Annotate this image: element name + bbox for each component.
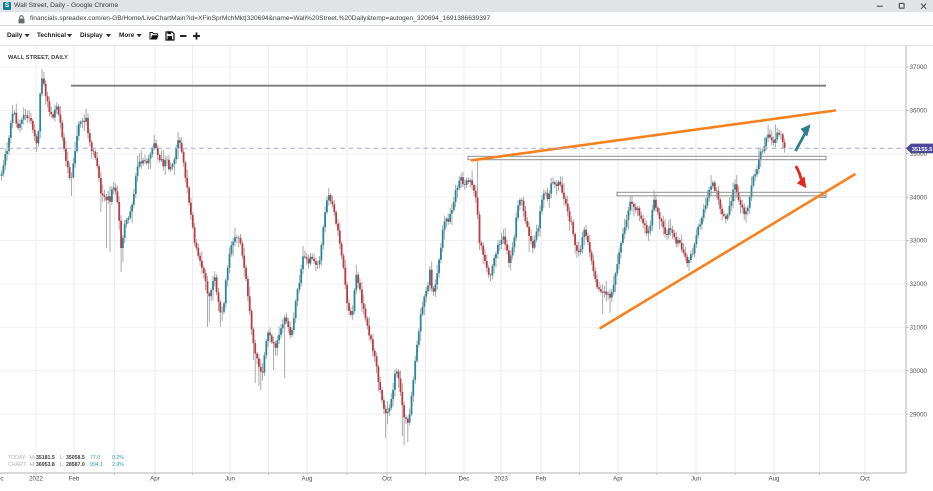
- svg-text:Aug: Aug: [301, 476, 313, 483]
- svg-text:WALL STREET, DAILY: WALL STREET, DAILY: [8, 55, 68, 61]
- svg-text:36000: 36000: [910, 108, 928, 115]
- svg-text:Jun: Jun: [225, 476, 236, 483]
- svg-text:37000: 37000: [910, 64, 928, 71]
- svg-text:2.9%: 2.9%: [112, 462, 124, 468]
- svg-text:Feb: Feb: [536, 476, 547, 483]
- svg-text:28587.0: 28587.0: [66, 462, 85, 468]
- svg-text:33000: 33000: [910, 238, 928, 245]
- svg-text:77.0: 77.0: [90, 455, 100, 461]
- svg-text:Apr: Apr: [613, 476, 623, 483]
- svg-text:2022: 2022: [29, 476, 43, 483]
- svg-text:H:: H:: [30, 455, 35, 461]
- svg-text:0.2%: 0.2%: [112, 455, 124, 461]
- svg-text:36953.8: 36953.8: [36, 462, 55, 468]
- svg-text:29000: 29000: [910, 411, 928, 418]
- svg-text:TODAY:: TODAY:: [8, 455, 27, 461]
- svg-text:35155.5: 35155.5: [912, 147, 933, 153]
- svg-text:2023: 2023: [494, 476, 508, 483]
- svg-text:CHART:: CHART:: [8, 462, 27, 468]
- svg-text:Feb: Feb: [69, 476, 80, 483]
- svg-text:30000: 30000: [910, 368, 928, 375]
- svg-text:994.1: 994.1: [90, 462, 103, 468]
- svg-text:Apr: Apr: [150, 476, 160, 483]
- svg-text:Oct: Oct: [860, 476, 870, 483]
- svg-text:L:: L:: [60, 462, 64, 468]
- svg-text:32000: 32000: [910, 281, 928, 288]
- svg-text:Jun: Jun: [691, 476, 702, 483]
- svg-text:35000: 35000: [910, 151, 928, 158]
- svg-text:31000: 31000: [910, 325, 928, 332]
- svg-text:L:: L:: [60, 455, 64, 461]
- svg-text:34000: 34000: [910, 194, 928, 201]
- svg-text:Dec: Dec: [0, 476, 4, 483]
- svg-text:H:: H:: [30, 462, 35, 468]
- svg-text:Aug: Aug: [768, 476, 780, 483]
- svg-text:Dec: Dec: [458, 476, 469, 483]
- svg-text:35058.5: 35058.5: [66, 455, 85, 461]
- svg-text:Oct: Oct: [382, 476, 392, 483]
- svg-text:35181.5: 35181.5: [36, 455, 55, 461]
